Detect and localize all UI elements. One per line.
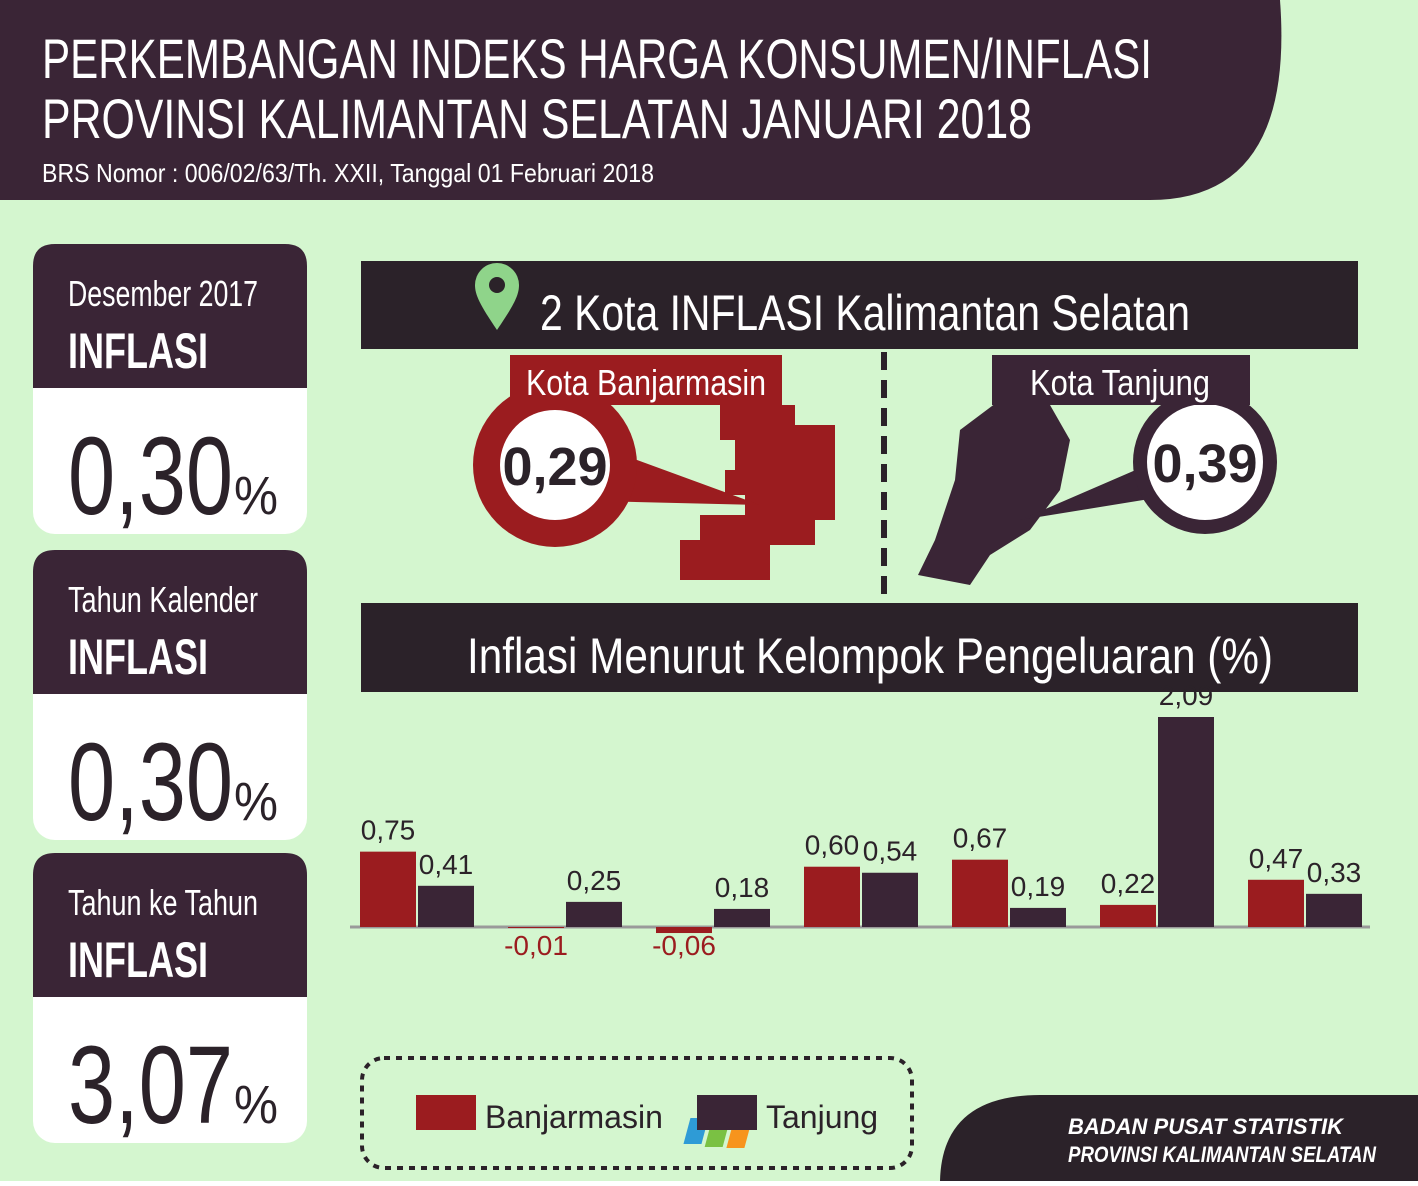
card-unit: % [234, 1075, 278, 1135]
card-label: INFLASI [68, 629, 208, 685]
value-label: 0,19 [1011, 871, 1066, 902]
chart-title: Inflasi Menurut Kelompok Pengeluaran (%) [467, 628, 1273, 684]
bar [714, 908, 770, 927]
legend-box [360, 1056, 914, 1170]
city-value: 0,39 [1152, 434, 1257, 494]
legend-swatch [416, 1095, 476, 1130]
value-label: 2,09 [1159, 680, 1214, 711]
card-value: 0,30 [68, 415, 233, 538]
value-label: 0,60 [805, 830, 860, 861]
value-label: 0,54 [863, 836, 918, 867]
card-top [33, 853, 307, 997]
bar [1158, 717, 1214, 927]
value-label: 0,25 [567, 865, 622, 896]
footer-text: PROVINSI KALIMANTAN SELATAN [1068, 1142, 1377, 1167]
bar [508, 927, 564, 929]
pin-icon [475, 263, 519, 330]
chart-banner [361, 603, 1358, 692]
banner [361, 261, 1358, 349]
city-value: 0,29 [502, 437, 607, 497]
city-name: Kota Tanjung [1030, 362, 1210, 403]
bar [862, 872, 918, 927]
bar [418, 885, 474, 927]
card-period: Tahun Kalender [68, 579, 258, 620]
bar [1100, 904, 1156, 927]
header-bg [0, 0, 1282, 200]
value-label: 0,47 [1249, 843, 1304, 874]
value-label: 0,22 [1101, 868, 1156, 899]
bar [360, 851, 416, 927]
value-label: 0,18 [715, 872, 770, 903]
city-label-bg [510, 355, 782, 405]
city-label-bg [992, 355, 1250, 405]
legend-label: Tanjung [766, 1099, 878, 1135]
card-value: 0,30 [68, 721, 233, 844]
banner-title: 2 Kota INFLASI Kalimantan Selatan [540, 285, 1190, 341]
card-unit: % [234, 466, 278, 526]
value-label: 0,67 [953, 823, 1008, 854]
footer-text: BADAN PUSAT STATISTIK [1068, 1114, 1345, 1139]
card-unit: % [234, 772, 278, 832]
bubble-inner [500, 410, 610, 520]
card-period: Tahun ke Tahun [68, 882, 258, 923]
bar [804, 866, 860, 927]
pin-hole [489, 277, 505, 293]
bar [566, 901, 622, 927]
value-label: 0,75 [361, 815, 416, 846]
bar [656, 927, 712, 934]
bar [1010, 907, 1066, 927]
bar [1306, 893, 1362, 927]
card-value: 3,07 [68, 1024, 233, 1147]
bar [952, 859, 1008, 927]
card-label: INFLASI [68, 932, 208, 988]
title: PROVINSI KALIMANTAN SELATAN JANUARI 2018 [42, 87, 1032, 150]
card-label: INFLASI [68, 323, 208, 379]
value-label: 0,33 [1307, 857, 1362, 888]
value-label: -0,01 [504, 930, 568, 961]
footer-bg [940, 1095, 1418, 1181]
value-label: -0,06 [652, 930, 716, 961]
card-top [33, 244, 307, 388]
bubble-inner [1147, 404, 1263, 520]
legend-swatch [697, 1095, 757, 1130]
city-name: Kota Banjarmasin [526, 362, 766, 403]
map-tanjung [918, 400, 1070, 585]
subtitle: BRS Nomor : 006/02/63/Th. XXII, Tanggal … [42, 158, 654, 188]
card-top [33, 550, 307, 694]
legend-label: Banjarmasin [485, 1099, 663, 1135]
map-banjarmasin [680, 405, 835, 580]
title: PERKEMBANGAN INDEKS HARGA KONSUMEN/INFLA… [42, 27, 1152, 90]
card-period: Desember 2017 [68, 273, 258, 314]
value-label: 0,41 [419, 849, 474, 880]
bar [1248, 879, 1304, 927]
